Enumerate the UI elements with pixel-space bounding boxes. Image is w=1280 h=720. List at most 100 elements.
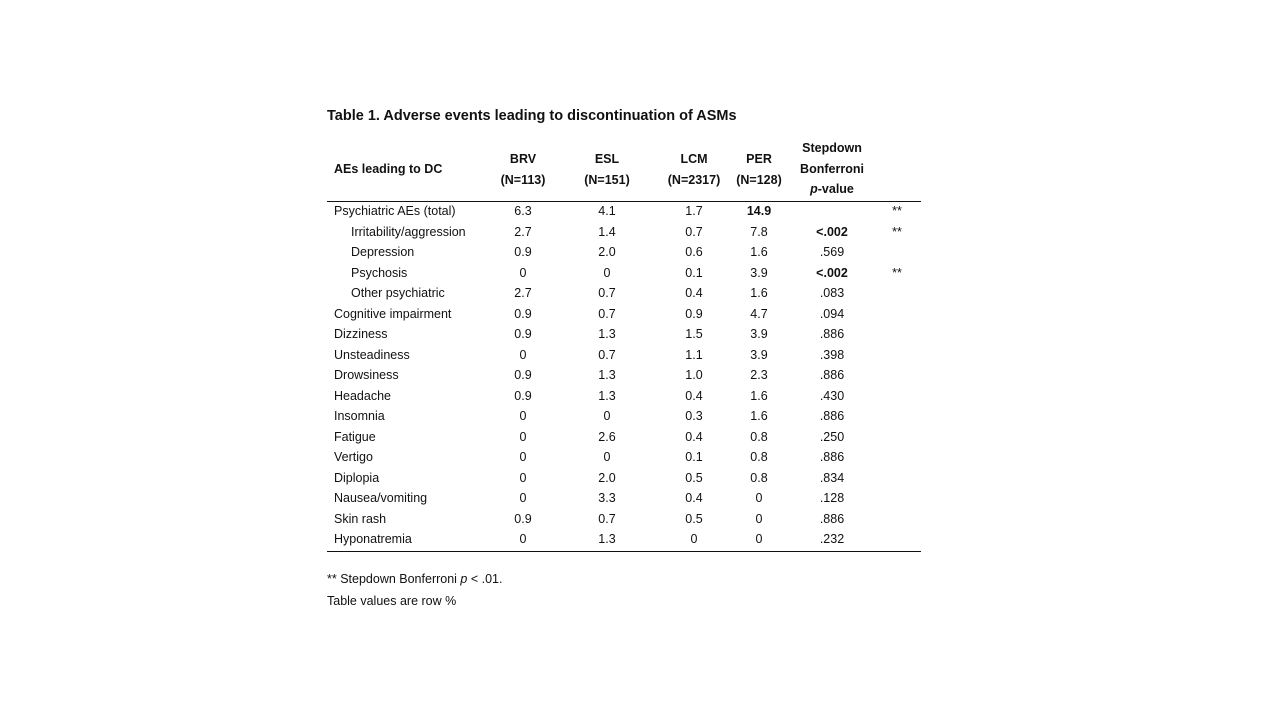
cell-value: 0 [755,511,763,526]
cell-value: 0.9 [514,511,532,526]
cell-p-value: .430 [819,388,845,403]
cell-value: 0.9 [514,306,532,321]
column-header-brv: BRV [509,152,537,166]
row-label: Nausea/vomiting [334,491,428,505]
cell-value: 0 [519,347,527,362]
cell-value: 2.7 [514,224,532,239]
cell-value: 7.8 [750,224,768,239]
header-rule [327,201,921,202]
row-label: Other psychiatric [351,286,445,300]
cell-p-value: .569 [819,245,845,259]
cell-p-value: .834 [819,470,845,485]
cell-p-value: .232 [819,532,845,546]
column-header-per-n: (N=128) [736,173,782,187]
cell-p-value: .250 [819,429,845,444]
cell-value: 1.7 [685,204,703,218]
column-header-p-2: Bonferroni [800,162,864,176]
cell-value: 2.0 [598,245,616,259]
cell-p-value: .398 [819,347,845,362]
footnote-p: p [460,572,468,586]
cell-value: 1.6 [750,388,768,403]
cell-value: 0.4 [685,286,703,300]
cell-value: 0.9 [685,306,703,321]
cell-value: 0 [603,450,611,464]
p-italic: p [810,182,818,196]
cell-value: 0.8 [750,470,768,485]
row-label: Hyponatremia [334,532,412,546]
cell-value: 0 [519,409,527,423]
cell-value: 3.3 [598,491,616,505]
cell-p-value: .083 [819,286,845,300]
row-label: Cognitive impairment [334,306,452,321]
row-label: Fatigue [334,429,376,444]
cell-value: 1.5 [685,327,703,341]
column-header-p-3: p-value [810,181,854,197]
cell-value: 0 [603,265,611,280]
cell-value: 0 [519,491,527,505]
cell-value: 6.3 [514,204,532,218]
cell-value: 0.9 [514,368,532,382]
cell-value: 0 [755,491,763,505]
cell-value: 0 [690,532,698,546]
cell-value: 1.0 [685,368,703,382]
cell-value: 1.3 [598,532,616,546]
cell-value: 2.7 [514,286,532,300]
cell-value: 2.0 [598,470,616,485]
cell-p-value: .886 [819,368,845,382]
cell-value: 0.9 [514,245,532,259]
column-header-esl-n: (N=151) [584,173,630,187]
cell-value: 0.7 [685,224,703,239]
cell-p-value: .886 [819,327,845,341]
column-header-lcm-n: (N=2317) [667,173,721,187]
column-header-esl: ESL [594,152,620,166]
cell-value: 1.3 [598,368,616,382]
cell-value: 14.9 [746,204,772,218]
row-label: Headache [334,388,391,403]
cell-value: 0 [519,429,527,444]
footnote-significance: ** Stepdown Bonferroni p < .01. [327,571,502,587]
cell-value: 0.1 [685,450,703,464]
cell-value: 0.7 [598,306,616,321]
significance-flag: ** [892,265,902,280]
cell-value: 0.8 [750,450,768,464]
cell-value: 1.6 [750,409,768,423]
cell-value: 0.3 [685,409,703,423]
row-label: Skin rash [334,511,387,526]
cell-value: 2.6 [598,429,616,444]
cell-value: 0 [755,532,763,546]
cell-p-value: <.002 [816,224,848,239]
cell-value: 0.5 [685,511,703,526]
column-header-label: AEs leading to DC [334,162,443,176]
cell-value: 0.1 [685,265,703,280]
row-label: Irritability/aggression [351,224,466,239]
row-label: Diplopia [334,470,380,485]
cell-value: 4.1 [598,204,616,218]
cell-value: 3.9 [750,265,768,280]
cell-value: 0.4 [685,429,703,444]
cell-value: 0 [519,470,527,485]
cell-value: 1.1 [685,347,703,362]
cell-value: 2.3 [750,368,768,382]
row-label: Insomnia [334,409,385,423]
row-label: Unsteadiness [334,347,410,362]
cell-value: 0 [603,409,611,423]
cell-value: 0.7 [598,511,616,526]
row-label: Psychosis [351,265,408,280]
column-header-brv-n: (N=113) [500,173,546,187]
row-label: Psychiatric AEs (total) [334,204,456,218]
cell-p-value: .886 [819,450,845,464]
cell-value: 0.4 [685,388,703,403]
significance-flag: ** [892,224,902,239]
footnote-suffix: < .01. [467,572,503,586]
cell-value: 0.6 [685,245,703,259]
row-label: Depression [351,245,415,259]
cell-value: 0.9 [514,327,532,341]
cell-value: 0.9 [514,388,532,403]
row-label: Drowsiness [334,368,399,382]
table-title: Table 1. Adverse events leading to disco… [327,108,737,124]
bottom-rule [327,551,921,552]
cell-value: 0.7 [598,286,616,300]
cell-p-value: .886 [819,511,845,526]
cell-value: 1.3 [598,327,616,341]
cell-value: 0 [519,265,527,280]
